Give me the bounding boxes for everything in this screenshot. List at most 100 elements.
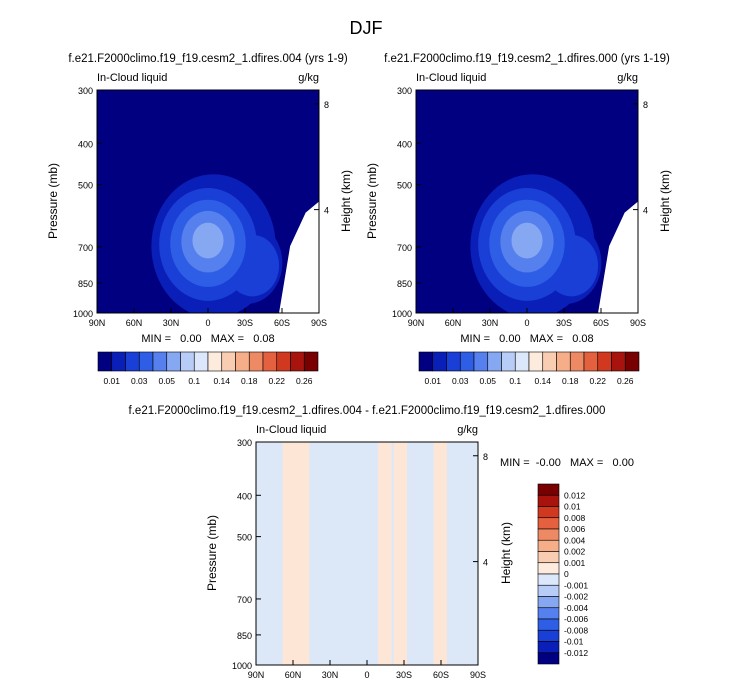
height-axis-label: Height (km) xyxy=(658,170,672,232)
colorbar-swatch xyxy=(537,652,560,665)
colorbar-swatch xyxy=(180,351,195,372)
height-tick-label: 4 xyxy=(483,558,488,568)
colorbar-label: 0.01 xyxy=(564,502,581,512)
colorbar-swatch xyxy=(221,351,236,372)
pressure-axis-label: Pressure (mb) xyxy=(365,163,379,239)
colorbar-label: 0.006 xyxy=(564,524,586,534)
colorbar-swatch xyxy=(537,584,560,597)
pressure-tick-label: 500 xyxy=(237,533,252,543)
min-max-stats: MIN = 0.00 MAX = 0.08 xyxy=(141,333,274,345)
colorbar-swatch xyxy=(138,351,154,372)
colorbar-swatch xyxy=(597,351,612,372)
pressure-tick-label: 700 xyxy=(78,243,93,253)
pressure-tick-label: 850 xyxy=(78,279,93,289)
colorbar-label: 0.18 xyxy=(562,376,579,386)
lat-tick-label: 90S xyxy=(630,318,646,328)
colorbar-label: 0.001 xyxy=(564,558,586,568)
colorbar-label: 0.1 xyxy=(188,376,200,386)
colorbar-swatch xyxy=(528,351,544,372)
colorbar-label: 0.22 xyxy=(589,376,606,386)
panel-title: f.e21.F2000climo.f19_f19.cesm2_1.dfires.… xyxy=(129,405,606,417)
pressure-tick-label: 700 xyxy=(237,595,252,605)
pressure-tick-label: 400 xyxy=(237,491,252,501)
lat-tick-label: 0 xyxy=(364,670,369,680)
colorbar-swatch xyxy=(248,351,264,372)
lat-tick-label: 90N xyxy=(408,318,425,328)
min-max-stats: MIN = -0.00 MAX = 0.00 xyxy=(500,457,634,469)
colorbar-label: -0.004 xyxy=(564,603,588,613)
lat-tick-label: 60S xyxy=(274,318,290,328)
colorbar-label: -0.002 xyxy=(564,592,588,602)
lat-tick-label: 30S xyxy=(556,318,572,328)
pressure-tick-label: 300 xyxy=(78,86,93,96)
colorbar-label: 0.05 xyxy=(158,376,175,386)
colorbar-swatch xyxy=(537,494,560,507)
colorbar-swatch xyxy=(473,351,489,372)
colorbar-swatch xyxy=(537,506,560,519)
lat-tick-label: 30N xyxy=(482,318,499,328)
colorbar-label: -0.008 xyxy=(564,625,588,635)
contour-field xyxy=(97,90,319,313)
lat-tick-label: 60N xyxy=(285,670,302,680)
colorbar-label: 0.004 xyxy=(564,535,586,545)
panel-dfires-000: f.e21.F2000climo.f19_f19.cesm2_1.dfires.… xyxy=(365,53,672,386)
height-tick-label: 4 xyxy=(324,206,329,216)
surface-mask xyxy=(598,201,638,313)
colorbar-swatch xyxy=(556,351,571,372)
colorbar-swatch xyxy=(459,351,475,372)
height-tick-label: 8 xyxy=(483,452,488,462)
lat-tick-label: 60N xyxy=(445,318,462,328)
surface-mask xyxy=(279,201,319,313)
colorbar-swatch xyxy=(262,351,278,372)
anomaly-band-0 xyxy=(282,442,296,665)
pressure-tick-label: 700 xyxy=(397,243,412,253)
colorbar-swatch xyxy=(276,351,291,372)
lat-tick-label: 90N xyxy=(89,318,106,328)
colorbar-swatch xyxy=(501,351,516,372)
colorbar-swatch xyxy=(569,351,585,372)
colorbar-swatch xyxy=(542,351,557,372)
colorbar-swatch xyxy=(537,596,560,609)
colorbar-swatch xyxy=(537,562,560,575)
colorbar-swatch xyxy=(514,351,530,372)
lat-tick-label: 60S xyxy=(433,670,449,680)
panel-title: f.e21.F2000climo.f19_f19.cesm2_1.dfires.… xyxy=(68,53,348,65)
pressure-tick-label: 400 xyxy=(78,139,93,149)
colorbar-label: -0.012 xyxy=(564,648,588,658)
colorbar-label: 0.03 xyxy=(452,376,469,386)
colorbar-label: 0.01 xyxy=(103,376,120,386)
colorbar-label: 0 xyxy=(564,569,569,579)
lat-tick-label: 60N xyxy=(126,318,143,328)
colorbar-swatch xyxy=(207,351,223,372)
page-title: DJF xyxy=(350,18,383,38)
height-tick-label: 4 xyxy=(643,206,648,216)
colorbar: 0.0120.010.0080.0060.0040.0020.0010-0.00… xyxy=(537,483,588,665)
colorbar-label: 0.01 xyxy=(424,376,441,386)
colorbar-swatch xyxy=(537,483,560,496)
colorbar: 0.01 0.03 0.05 0.1 0.14 0.18 0.22 0.26 xyxy=(97,351,319,386)
colorbar-swatch xyxy=(418,351,434,372)
colorbar-swatch xyxy=(537,528,560,541)
colorbar-swatch xyxy=(537,551,560,564)
colorbar-swatch xyxy=(97,351,113,372)
colorbar-swatch xyxy=(537,641,560,654)
min-max-stats: MIN = 0.00 MAX = 0.08 xyxy=(460,333,593,345)
colorbar-swatch xyxy=(303,351,319,372)
pressure-axis-label: Pressure (mb) xyxy=(46,163,60,239)
pressure-tick-label: 1000 xyxy=(73,309,93,319)
colorbar-swatch xyxy=(487,351,502,372)
colorbar-swatch xyxy=(537,517,560,530)
height-axis-label: Height (km) xyxy=(499,522,513,584)
colorbar-swatch xyxy=(537,539,560,552)
pressure-tick-label: 850 xyxy=(397,279,412,289)
lat-tick-label: 90S xyxy=(311,318,327,328)
colorbar-swatch xyxy=(624,351,640,372)
colorbar-label: 0.18 xyxy=(241,376,258,386)
colorbar-swatch xyxy=(235,351,250,372)
height-tick-label: 8 xyxy=(643,100,648,110)
colorbar-swatch xyxy=(537,629,560,642)
panel-dfires-004: f.e21.F2000climo.f19_f19.cesm2_1.dfires.… xyxy=(46,53,353,386)
